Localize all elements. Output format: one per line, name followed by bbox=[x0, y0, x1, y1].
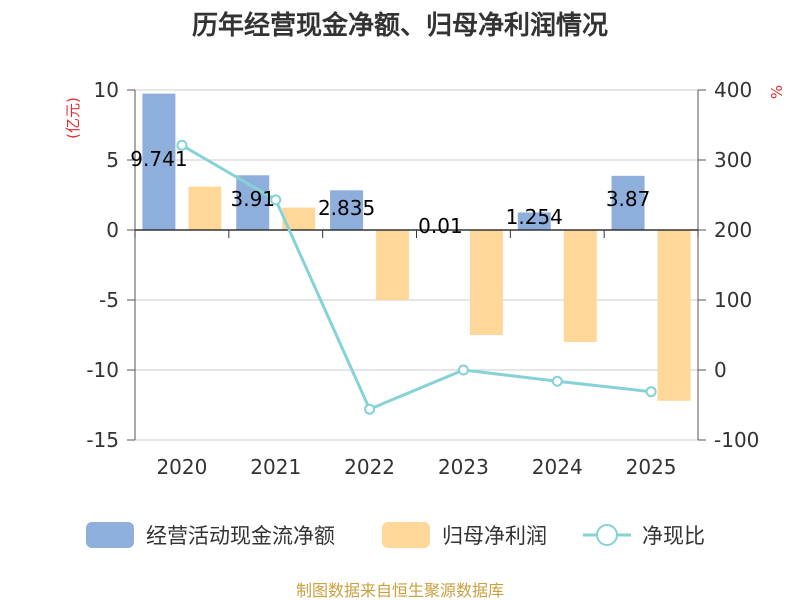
left-axis-unit: (亿元) bbox=[64, 97, 82, 139]
x-tick-label: 2025 bbox=[626, 455, 677, 479]
cashflow-data-label: 2.835 bbox=[318, 196, 375, 220]
cashflow-data-label: 3.91 bbox=[230, 187, 275, 211]
axes: 10 5 0 -5 -10 -15 400 300 200 100 0 -100 (亿元)% 2020 20… bbox=[64, 78, 786, 479]
cashflow-bar bbox=[330, 190, 364, 230]
profit-bar bbox=[657, 230, 691, 401]
legend-label-cashflow: 经营活动现金流净额 bbox=[146, 524, 335, 548]
cashflow-data-label: 1.254 bbox=[506, 205, 563, 229]
right-tick-label: 200 bbox=[714, 218, 752, 242]
profit-bar bbox=[469, 230, 503, 335]
source-note: 制图数据来自恒生聚源数据库 bbox=[296, 581, 504, 600]
x-tick-label: 2021 bbox=[250, 455, 301, 479]
data-labels: 9.741 3.91 2.835 0.01 1.254 3.87 bbox=[130, 147, 650, 238]
legend-swatch-cashflow bbox=[86, 522, 134, 548]
cashflow-data-label: 9.741 bbox=[130, 147, 187, 171]
ratio-line bbox=[176, 139, 657, 415]
profit-bar bbox=[282, 207, 316, 230]
x-tick-label: 2020 bbox=[156, 455, 207, 479]
cashflow-data-label: 0.01 bbox=[418, 214, 463, 238]
x-tick-label: 2024 bbox=[532, 455, 583, 479]
cashflow-bar bbox=[611, 175, 645, 230]
left-tick-label: 10 bbox=[94, 78, 119, 102]
bars bbox=[142, 93, 691, 401]
left-tick-label: -5 bbox=[99, 288, 119, 312]
x-tick-label: 2022 bbox=[344, 455, 395, 479]
left-tick-label: -15 bbox=[86, 428, 119, 452]
cashflow-bar bbox=[142, 93, 176, 230]
left-tick-label: 0 bbox=[106, 218, 119, 242]
right-tick-label: 0 bbox=[714, 358, 727, 382]
legend-label-profit: 归母净利润 bbox=[442, 524, 547, 548]
ratio-point bbox=[364, 403, 376, 415]
ratio-point bbox=[457, 364, 469, 376]
right-tick-label: 400 bbox=[714, 78, 752, 102]
left-tick-label: 5 bbox=[106, 148, 119, 172]
cashflow-bar bbox=[236, 175, 270, 230]
ratio-point bbox=[551, 375, 563, 387]
chart-title: 历年经营现金净额、归母净利润情况 bbox=[192, 10, 608, 41]
x-tick-label: 2023 bbox=[438, 455, 489, 479]
left-tick-label: -10 bbox=[86, 358, 119, 382]
legend-swatch-profit bbox=[382, 522, 430, 548]
profit-bar bbox=[563, 230, 597, 342]
profit-bar bbox=[188, 186, 222, 230]
right-tick-label: 300 bbox=[714, 148, 752, 172]
cashflow-bar bbox=[517, 212, 551, 230]
right-tick-label: -100 bbox=[714, 428, 759, 452]
right-tick-label: 100 bbox=[714, 288, 752, 312]
ratio-point bbox=[176, 139, 188, 151]
legend-label-ratio: 净现比 bbox=[642, 524, 705, 548]
right-axis-unit: % bbox=[768, 85, 786, 99]
ratio-point bbox=[270, 194, 282, 206]
legend-marker-ratio bbox=[596, 524, 618, 546]
ratio-point bbox=[645, 386, 657, 398]
cashflow-data-label: 3.87 bbox=[606, 187, 651, 211]
legend: 经营活动现金流净额 归母净利润 净现比 bbox=[86, 522, 705, 548]
profit-bar bbox=[376, 230, 410, 300]
ratio-polyline bbox=[181, 144, 652, 412]
